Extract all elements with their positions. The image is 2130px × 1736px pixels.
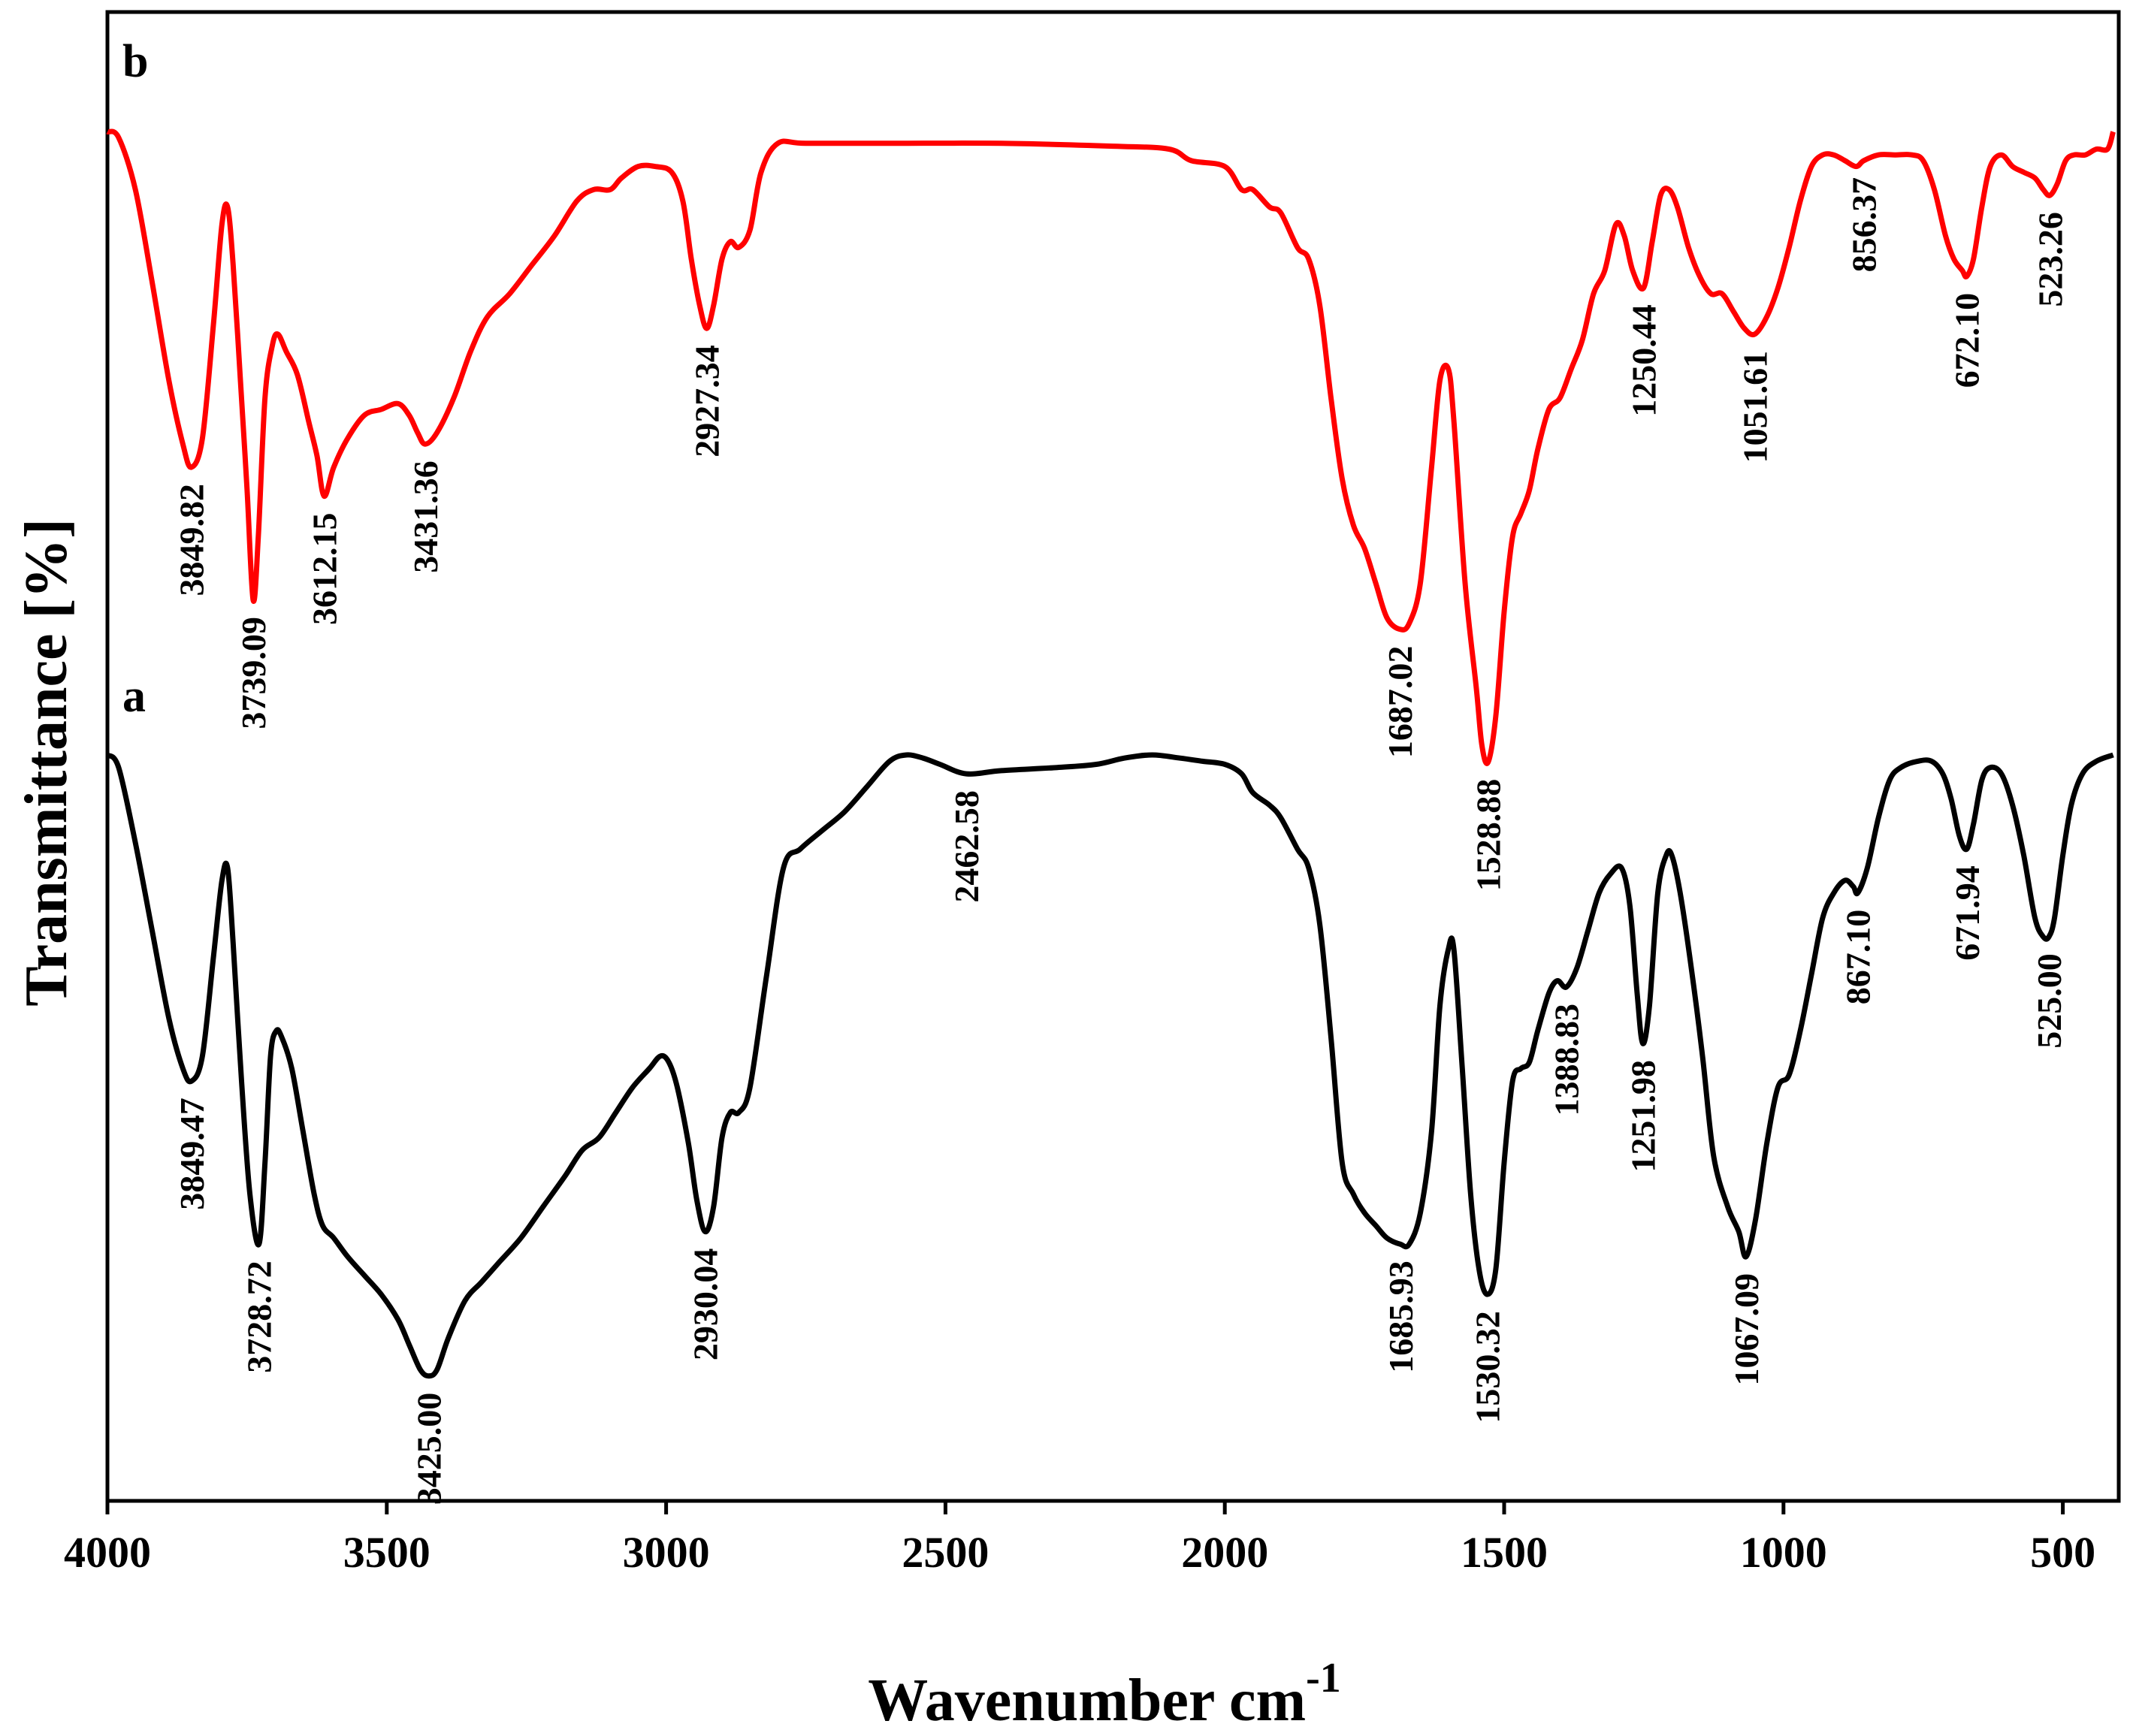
- peak-label-a: 1685.93: [1382, 1260, 1420, 1373]
- panel-label-layer: ba: [122, 36, 148, 722]
- peak-label-a: 3425.00: [410, 1393, 449, 1505]
- x-tick-label: 3500: [343, 1528, 431, 1577]
- peak-label-a: 3849.47: [173, 1097, 211, 1210]
- x-axis-title: Wavenumber cm-1: [868, 1655, 1341, 1734]
- peak-label-b: 3849.82: [173, 484, 211, 596]
- peak-label-a: 867.10: [1839, 910, 1878, 1005]
- peak-label-b: 1687.02: [1381, 646, 1419, 759]
- peak-label-b: 3431.36: [406, 460, 445, 573]
- peak-label-a: 1067.09: [1727, 1273, 1766, 1386]
- peak-label-b: 3612.15: [305, 513, 343, 626]
- panel-label-a: a: [122, 671, 146, 722]
- series-line-a: [105, 752, 2114, 1379]
- peak-label-a: 1388.83: [1548, 1004, 1586, 1116]
- series-line-b: [106, 128, 2116, 766]
- peak-label-b: 856.37: [1845, 177, 1884, 273]
- x-axis-title-main: Wavenumber cm: [868, 1668, 1306, 1734]
- peak-label-a: 3728.72: [240, 1260, 279, 1373]
- peak-label-b: 672.10: [1948, 293, 1986, 388]
- plot-frame: [105, 10, 2121, 1503]
- peak-label-a: 671.94: [1948, 865, 1986, 961]
- peak-label-a: 2930.04: [687, 1248, 725, 1361]
- x-tick-label: 1000: [1740, 1528, 1827, 1577]
- x-tick-label: 500: [2030, 1528, 2095, 1577]
- peak-label-a: 1251.98: [1624, 1060, 1663, 1173]
- peak-label-b: 1250.44: [1625, 304, 1663, 417]
- peak-label-a: 525.00: [2030, 953, 2068, 1049]
- x-tick-label: 1500: [1461, 1528, 1548, 1577]
- peak-label-b: 1051.61: [1736, 351, 1775, 463]
- x-tick-label: 3000: [623, 1528, 710, 1577]
- x-tick-label: 2000: [1181, 1528, 1268, 1577]
- peak-label-b: 3739.09: [234, 617, 273, 729]
- x-tick-label: 2500: [902, 1528, 989, 1577]
- peak-label-a: 2462.58: [947, 790, 986, 903]
- peak-label-b: 1528.88: [1470, 779, 1508, 892]
- y-axis-title: Transmittance [%]: [14, 518, 80, 1007]
- panel-label-b: b: [122, 36, 148, 87]
- x-axis-ticks: 4000 3500 3000 2500 2000 1500 1000 500: [64, 1501, 2095, 1577]
- peak-label-layer: 3849.82 3739.09 3612.15 3431.36 2927.34 1687.…: [173, 177, 2070, 1505]
- x-axis-title-superscript: -1: [1306, 1655, 1341, 1701]
- peak-label-b: 523.26: [2031, 212, 2069, 307]
- series-layer: [105, 128, 2116, 1379]
- peak-label-a: 1530.32: [1469, 1311, 1507, 1424]
- x-tick-label: 4000: [64, 1528, 151, 1577]
- peak-label-b: 2927.34: [688, 345, 727, 457]
